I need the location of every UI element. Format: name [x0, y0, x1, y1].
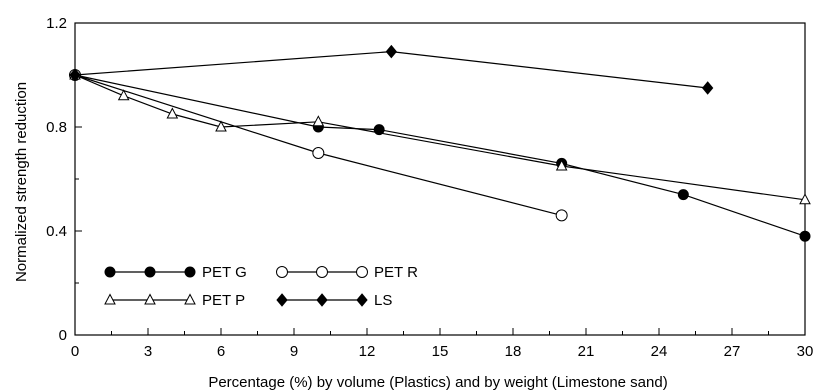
data-point-pet-g	[677, 189, 689, 201]
x-tick-label: 30	[797, 343, 814, 360]
legend-marker	[104, 266, 116, 278]
y-tick-label: 0.4	[46, 223, 67, 240]
data-point-pet-p	[215, 120, 227, 132]
data-point-pet-p	[117, 89, 130, 101]
legend-marker	[144, 266, 156, 278]
legend-marker	[104, 293, 116, 305]
x-tick-label: 21	[578, 343, 595, 360]
series-line-pet-r	[74, 74, 562, 216]
data-point-pet-r	[555, 209, 568, 222]
data-point-ls	[69, 68, 81, 82]
x-tick-label: 9	[290, 343, 298, 360]
legend-label: PET G	[202, 264, 247, 281]
legend-label: PET R	[374, 264, 418, 281]
data-point-ls	[702, 81, 714, 95]
legend-marker	[356, 293, 368, 307]
x-tick-label: 18	[505, 343, 522, 360]
legend-marker	[316, 293, 328, 307]
y-tick-label: 0	[59, 327, 67, 344]
legend-item-ls: LS	[276, 292, 392, 309]
legend-marker	[276, 266, 288, 278]
legend-item-pet-g: PET G	[104, 264, 247, 281]
x-tick-label: 3	[144, 343, 152, 360]
legend-marker	[144, 293, 156, 305]
y-tick-label: 0.8	[46, 119, 67, 136]
series-ls	[69, 44, 714, 95]
plot-frame	[74, 22, 806, 336]
series-pet-r	[69, 69, 568, 222]
legend-marker	[184, 266, 196, 278]
y-axis-title: Normalized strength reduction	[13, 82, 30, 282]
y-tick-label: 1.2	[46, 15, 67, 32]
legend-label: PET P	[202, 292, 245, 309]
series-line-pet-g	[74, 74, 806, 237]
x-tick-label: 15	[432, 343, 449, 360]
legend-marker	[316, 266, 328, 278]
data-point-pet-p	[799, 193, 811, 205]
series-area	[69, 44, 811, 242]
legend: PET G PET R PET P LS	[104, 264, 418, 309]
data-point-ls	[385, 44, 397, 59]
x-axis-title: Percentage (%) by volume (Plastics) and …	[208, 374, 667, 390]
data-point-pet-p	[166, 107, 179, 119]
axes: 0 3 6 9 12 15 18 21 24 27 30 0 0.4 0.8 1.2	[46, 15, 813, 360]
x-tick-label: 6	[217, 343, 225, 360]
legend-item-pet-p: PET P	[104, 292, 245, 309]
legend-marker	[276, 293, 288, 307]
x-tick-label: 0	[71, 343, 79, 360]
data-point-pet-p	[555, 159, 568, 171]
x-tick-label: 24	[651, 343, 668, 360]
data-point-pet-p	[312, 115, 325, 127]
series-pet-g	[69, 69, 811, 242]
legend-item-pet-r: PET R	[276, 264, 418, 281]
series-line-pet-p	[74, 74, 806, 201]
data-point-pet-r	[312, 147, 325, 159]
legend-label: LS	[374, 292, 392, 309]
legend-marker	[356, 266, 368, 278]
x-tick-label: 27	[724, 343, 741, 360]
legend-marker	[184, 293, 196, 305]
x-tick-label: 12	[359, 343, 376, 360]
data-point-pet-g	[799, 230, 811, 242]
